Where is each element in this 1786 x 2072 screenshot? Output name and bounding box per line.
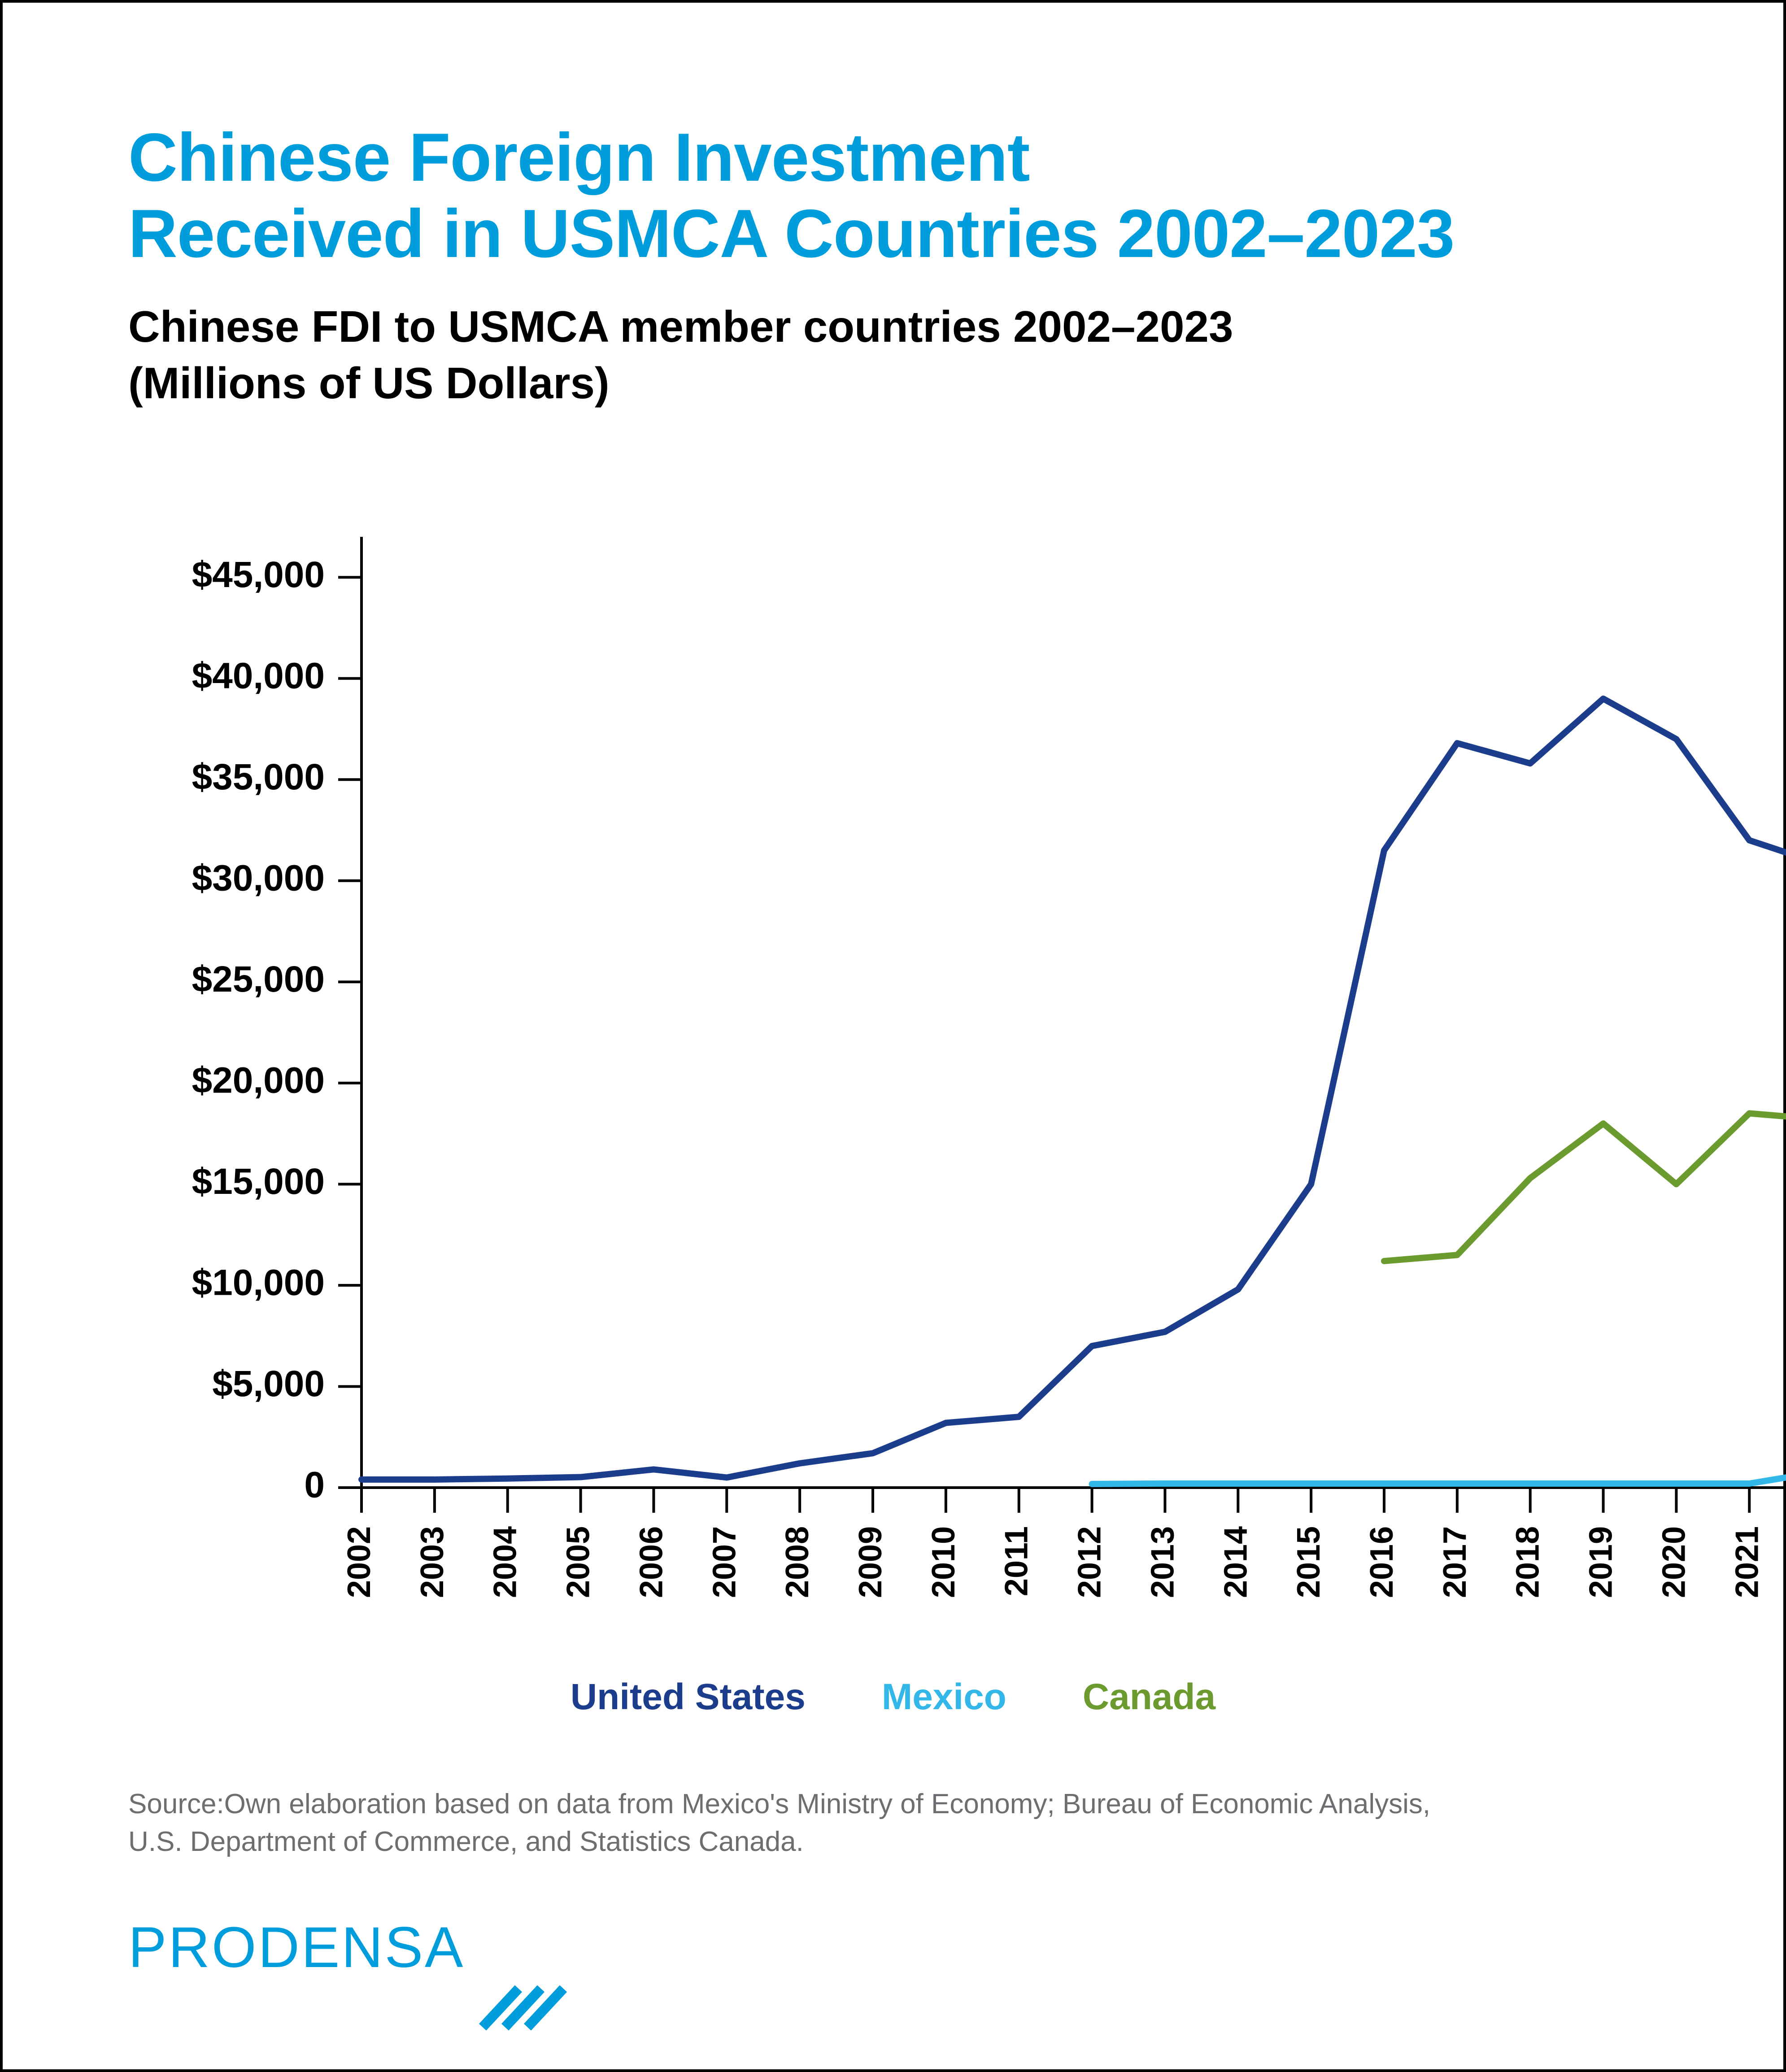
brand-logo-text: PRODENSA <box>128 1915 1658 1981</box>
x-tick-label: 2015 <box>1291 1526 1327 1598</box>
y-tick-label: $5,000 <box>212 1363 325 1404</box>
legend-item: Canada <box>1083 1676 1215 1718</box>
y-tick-label: $15,000 <box>192 1161 325 1202</box>
x-tick-label: 2011 <box>999 1526 1035 1596</box>
x-tick-label: 2007 <box>706 1526 742 1598</box>
y-tick-label: $25,000 <box>192 959 325 1000</box>
x-tick-label: 2002 <box>341 1526 377 1598</box>
y-tick-label: $10,000 <box>192 1262 325 1303</box>
x-tick-label: 2003 <box>414 1526 450 1598</box>
x-tick-label: 2019 <box>1583 1526 1619 1598</box>
x-tick-label: 2010 <box>926 1526 962 1598</box>
x-tick-label: 2009 <box>853 1526 889 1598</box>
chart-title-line2: Received in USMCA Countries 2002–2023 <box>128 196 1454 272</box>
series-line <box>1092 1471 1786 1484</box>
legend-item: United States <box>571 1676 806 1718</box>
x-tick-label: 2005 <box>561 1526 597 1598</box>
brand-logo-slashes-icon <box>469 1983 568 2033</box>
x-tick-label: 2021 <box>1729 1526 1765 1598</box>
legend-item: Mexico <box>882 1676 1006 1718</box>
y-tick-label: 0 <box>304 1465 325 1506</box>
brand-logo: PRODENSA <box>128 1915 1658 2035</box>
x-tick-label: 2004 <box>488 1526 523 1598</box>
x-tick-label: 2012 <box>1072 1526 1108 1598</box>
chart-title-line1: Chinese Foreign Investment <box>128 119 1030 196</box>
chart-subtitle-line2: (Millions of US Dollars) <box>128 358 610 408</box>
series-line <box>362 699 1786 1480</box>
y-tick-label: $30,000 <box>192 858 325 899</box>
x-tick-label: 2020 <box>1656 1526 1692 1598</box>
y-tick-label: $45,000 <box>192 554 325 595</box>
source-note: Source:Own elaboration based on data fro… <box>128 1785 1658 1860</box>
x-tick-label: 2008 <box>780 1526 815 1598</box>
line-chart: 0 $5,000 $10,000 $15,000 $20,000 $25,000 $30,0… <box>128 528 1786 1622</box>
y-tick-label: $40,000 <box>192 656 325 696</box>
x-tick-label: 2014 <box>1218 1526 1254 1598</box>
page-root: Chinese Foreign Investment Received in U… <box>0 0 1786 2072</box>
chart-subtitle-line1: Chinese FDI to USMCA member countries 20… <box>128 302 1233 351</box>
x-tick-label: 2017 <box>1437 1526 1473 1598</box>
chart-subtitle: Chinese FDI to USMCA member countries 20… <box>128 299 1658 411</box>
chart-container: 0 $5,000 $10,000 $15,000 $20,000 $25,000 $30,0… <box>128 528 1658 1622</box>
source-line2: U.S. Department of Commerce, and Statist… <box>128 1826 804 1857</box>
x-tick-label: 2016 <box>1364 1526 1400 1598</box>
source-line1: Source:Own elaboration based on data fro… <box>128 1789 1430 1820</box>
x-tick-label: 2018 <box>1510 1526 1546 1598</box>
chart-title: Chinese Foreign Investment Received in U… <box>128 119 1658 272</box>
x-tick-label: 2006 <box>633 1526 669 1598</box>
y-tick-label: $20,000 <box>192 1060 325 1101</box>
y-tick-label: $35,000 <box>192 757 325 797</box>
series-line <box>1384 1114 1786 1261</box>
chart-legend: United States Mexico Canada <box>128 1676 1658 1718</box>
x-tick-label: 2013 <box>1145 1526 1181 1598</box>
